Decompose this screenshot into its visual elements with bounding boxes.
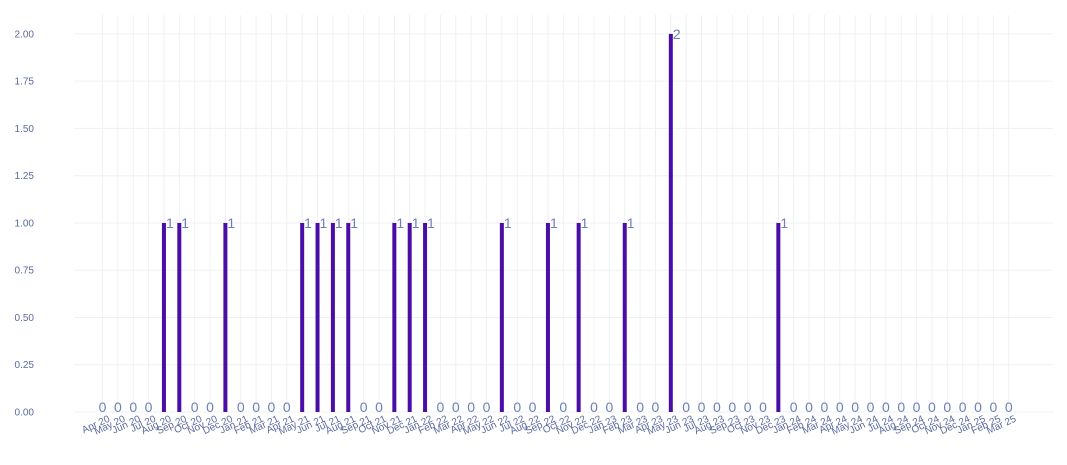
data-label: 0 xyxy=(513,399,521,415)
bar xyxy=(177,222,182,412)
data-label: 0 xyxy=(129,399,137,415)
y-tick-label: 1.75 xyxy=(15,77,35,88)
y-tick-label: 1.00 xyxy=(15,218,35,229)
data-label: 1 xyxy=(581,215,589,231)
data-label: 1 xyxy=(780,215,788,231)
y-tick-label: 0.25 xyxy=(15,360,35,371)
y-tick-label: 1.50 xyxy=(15,124,35,135)
bar xyxy=(668,33,673,413)
data-label: 0 xyxy=(99,399,107,415)
data-label: 0 xyxy=(728,399,736,415)
data-label: 0 xyxy=(559,399,567,415)
data-label: 0 xyxy=(744,399,752,415)
data-label: 0 xyxy=(867,399,875,415)
bars xyxy=(161,33,781,413)
data-label: 0 xyxy=(360,399,368,415)
data-label: 0 xyxy=(467,399,475,415)
data-label: 0 xyxy=(191,399,199,415)
y-axis-ticks: 0.00 0.25 0.50 0.75 1.00 1.25 1.50 1.75 2.00 xyxy=(15,29,35,418)
bar xyxy=(407,222,412,412)
data-label: 1 xyxy=(166,215,174,231)
data-label: 0 xyxy=(114,399,122,415)
data-label: 1 xyxy=(335,215,343,231)
data-label: 1 xyxy=(304,215,312,231)
data-label: 1 xyxy=(227,215,235,231)
bar xyxy=(499,222,504,412)
data-label: 0 xyxy=(652,399,660,415)
data-label: 1 xyxy=(550,215,558,231)
data-label: 0 xyxy=(974,399,982,415)
data-label: 0 xyxy=(790,399,798,415)
bar xyxy=(423,222,428,412)
data-label: 0 xyxy=(1005,399,1013,415)
data-label: 1 xyxy=(181,215,189,231)
grid-layer xyxy=(74,15,1053,413)
data-label: 0 xyxy=(943,399,951,415)
bar xyxy=(392,222,397,412)
data-label: 0 xyxy=(590,399,598,415)
data-label: 0 xyxy=(145,399,153,415)
y-tick-label: 2.00 xyxy=(15,29,35,40)
bar xyxy=(330,222,335,412)
bar xyxy=(315,222,320,412)
data-label: 1 xyxy=(627,215,635,231)
data-label: 1 xyxy=(504,215,512,231)
data-label: 0 xyxy=(959,399,967,415)
data-label: 0 xyxy=(605,399,613,415)
data-label: 0 xyxy=(989,399,997,415)
data-label: 0 xyxy=(252,399,260,415)
bar xyxy=(223,222,228,412)
data-label: 0 xyxy=(452,399,460,415)
data-label: 2 xyxy=(673,26,681,42)
bar xyxy=(161,222,166,412)
bar xyxy=(545,222,550,412)
y-tick-label: 0.50 xyxy=(15,313,35,324)
data-label: 0 xyxy=(928,399,936,415)
data-label: 1 xyxy=(350,215,358,231)
data-label: 0 xyxy=(268,399,276,415)
y-tick-label: 0.75 xyxy=(15,266,35,277)
bar xyxy=(776,222,781,412)
bar xyxy=(622,222,627,412)
data-label: 0 xyxy=(237,399,245,415)
data-label: 0 xyxy=(713,399,721,415)
bar xyxy=(346,222,351,412)
data-label: 1 xyxy=(320,215,328,231)
data-label: 0 xyxy=(283,399,291,415)
data-label: 0 xyxy=(821,399,829,415)
data-label: 0 xyxy=(636,399,644,415)
data-label: 1 xyxy=(396,215,404,231)
data-label: 0 xyxy=(836,399,844,415)
data-label: 1 xyxy=(412,215,420,231)
bar xyxy=(300,222,305,412)
data-label: 0 xyxy=(913,399,921,415)
data-label: 0 xyxy=(375,399,383,415)
data-label: 0 xyxy=(682,399,690,415)
data-label: 0 xyxy=(698,399,706,415)
y-tick-label: 0.00 xyxy=(15,408,35,419)
data-label: 0 xyxy=(437,399,445,415)
data-label: 0 xyxy=(206,399,214,415)
data-label: 0 xyxy=(882,399,890,415)
data-label: 0 xyxy=(897,399,905,415)
data-label: 0 xyxy=(759,399,767,415)
y-tick-label: 1.25 xyxy=(15,171,35,182)
data-label: 0 xyxy=(805,399,813,415)
data-label: 1 xyxy=(427,215,435,231)
data-label: 0 xyxy=(483,399,491,415)
bar xyxy=(576,222,581,412)
data-label: 0 xyxy=(529,399,537,415)
data-label: 0 xyxy=(851,399,859,415)
